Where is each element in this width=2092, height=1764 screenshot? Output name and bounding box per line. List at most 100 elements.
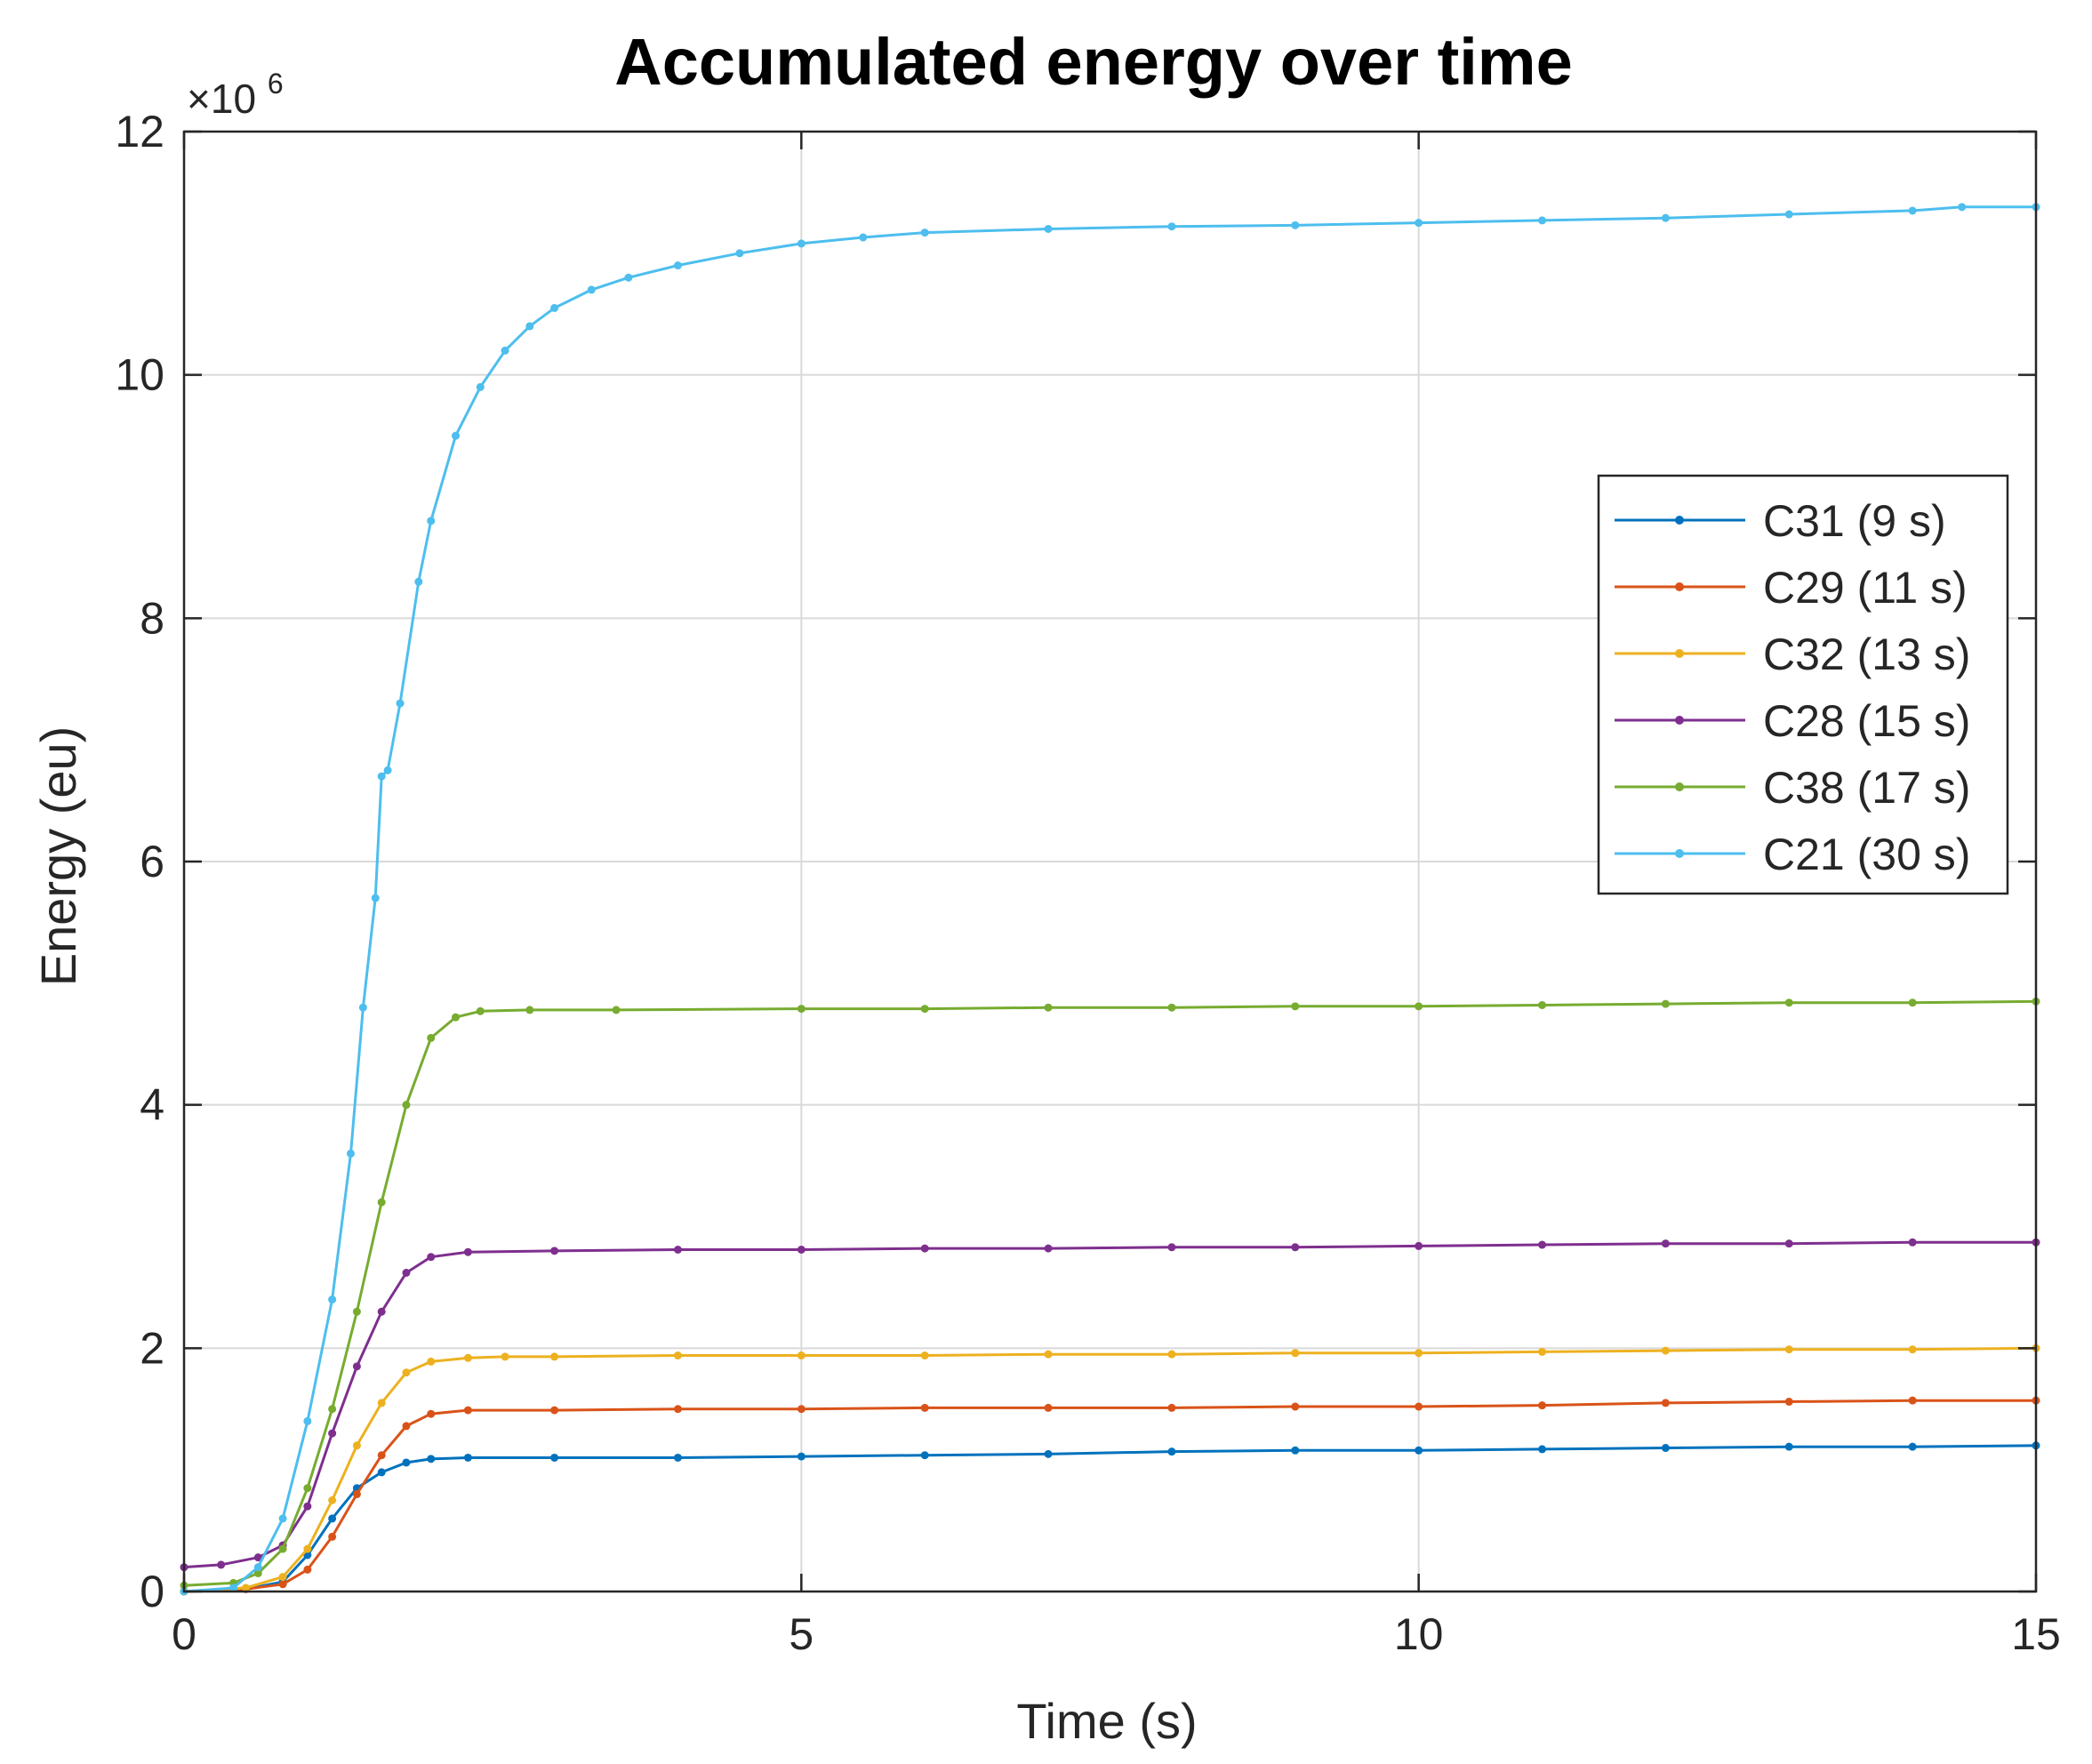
data-point: [328, 1429, 337, 1438]
data-point: [1167, 1003, 1176, 1012]
data-point: [402, 1101, 411, 1110]
data-point: [414, 577, 423, 586]
data-point: [253, 1553, 262, 1562]
data-point: [1167, 1447, 1176, 1456]
data-point: [427, 1033, 436, 1042]
data-point: [1538, 1445, 1547, 1454]
data-point: [1784, 1239, 1793, 1248]
data-point: [452, 431, 461, 440]
data-point: [377, 1307, 386, 1316]
data-point: [377, 1468, 386, 1477]
data-point: [735, 249, 744, 258]
data-point: [550, 1247, 559, 1255]
data-point: [229, 1584, 238, 1592]
data-point: [550, 1406, 559, 1415]
data-point: [1538, 1347, 1547, 1356]
data-point: [427, 1455, 436, 1463]
data-point: [1538, 1000, 1547, 1009]
data-point: [377, 1451, 386, 1460]
series-4: [180, 997, 2040, 1590]
x-tick-label: 5: [789, 1609, 814, 1659]
legend-item: C28 (15 s): [1615, 696, 1970, 746]
data-point: [624, 273, 633, 282]
data-point: [1167, 1243, 1176, 1252]
data-point: [352, 1441, 361, 1450]
y-tick-label: 0: [140, 1567, 164, 1616]
data-point: [1415, 219, 1423, 228]
data-point: [463, 1353, 472, 1362]
data-point: [402, 1458, 411, 1467]
series-line: [183, 1346, 2037, 1593]
data-point: [402, 1422, 411, 1431]
data-point: [1415, 1349, 1423, 1358]
data-point: [859, 233, 868, 242]
data-point: [1415, 1446, 1423, 1455]
data-point: [303, 1502, 312, 1511]
data-point: [1044, 1403, 1053, 1412]
data-point: [797, 239, 806, 248]
y-exponent-multiplier: ×10 6: [187, 68, 284, 122]
data-point: [241, 1584, 250, 1592]
y-tick-label: 2: [140, 1323, 164, 1373]
legend-label: C21 (30 s): [1763, 830, 1970, 879]
series-line: [183, 1240, 2036, 1569]
data-point: [278, 1573, 287, 1582]
data-point: [463, 1453, 472, 1462]
data-point: [1784, 998, 1793, 1007]
y-tick-label: 6: [140, 837, 164, 886]
legend-label: C31 (9 s): [1763, 496, 1946, 546]
data-point: [476, 1006, 485, 1015]
data-point: [476, 382, 485, 391]
y-tick-label: 4: [140, 1080, 164, 1130]
data-point: [673, 1405, 682, 1414]
x-tick-label: 10: [1394, 1609, 1444, 1659]
legend-item: C29 (11 s): [1615, 563, 1968, 613]
data-point: [797, 1452, 806, 1461]
data-point: [377, 1399, 386, 1407]
data-point: [303, 1544, 312, 1553]
data-point: [920, 1451, 929, 1460]
legend-item: C31 (9 s): [1615, 496, 1946, 546]
data-point: [1784, 210, 1793, 219]
data-point: [525, 322, 534, 331]
data-point: [550, 1453, 559, 1462]
data-point: [427, 1357, 436, 1366]
data-point: [303, 1565, 312, 1574]
data-point: [1291, 1002, 1300, 1011]
data-point: [328, 1495, 337, 1504]
legend-label: C28 (15 s): [1763, 696, 1970, 746]
data-point: [797, 1005, 806, 1014]
data-point: [920, 1244, 929, 1253]
data-point: [427, 517, 436, 525]
legend-label: C38 (17 s): [1763, 763, 1970, 813]
data-point: [328, 1295, 337, 1304]
series-line: [183, 205, 2036, 1593]
data-point: [1044, 1449, 1053, 1458]
legend-swatch-marker: [1675, 716, 1684, 725]
data-point: [1661, 1399, 1670, 1407]
data-point: [1784, 1442, 1793, 1451]
data-point: [1044, 224, 1053, 233]
data-point: [1908, 1442, 1917, 1451]
data-point: [673, 1245, 682, 1254]
data-point: [1291, 220, 1300, 229]
data-point: [920, 1005, 929, 1014]
data-point: [328, 1514, 337, 1523]
x-tick-label: 15: [2011, 1609, 2061, 1659]
data-point: [797, 1405, 806, 1414]
data-point: [1291, 1402, 1300, 1411]
data-point: [1661, 1239, 1670, 1248]
data-point: [1291, 1446, 1300, 1455]
data-point: [253, 1563, 262, 1572]
data-point: [1908, 1345, 1917, 1354]
y-exponent-power: 6: [268, 68, 284, 100]
chart-title: Accumulated energy over time: [614, 25, 1572, 99]
data-point: [352, 1307, 361, 1316]
data-point: [377, 1198, 386, 1207]
y-tick-label: 12: [115, 107, 164, 156]
data-point: [402, 1268, 411, 1277]
data-point: [427, 1409, 436, 1418]
legend-swatch-marker: [1675, 849, 1684, 858]
data-point: [253, 1568, 262, 1577]
legend-box: [1597, 474, 2009, 895]
